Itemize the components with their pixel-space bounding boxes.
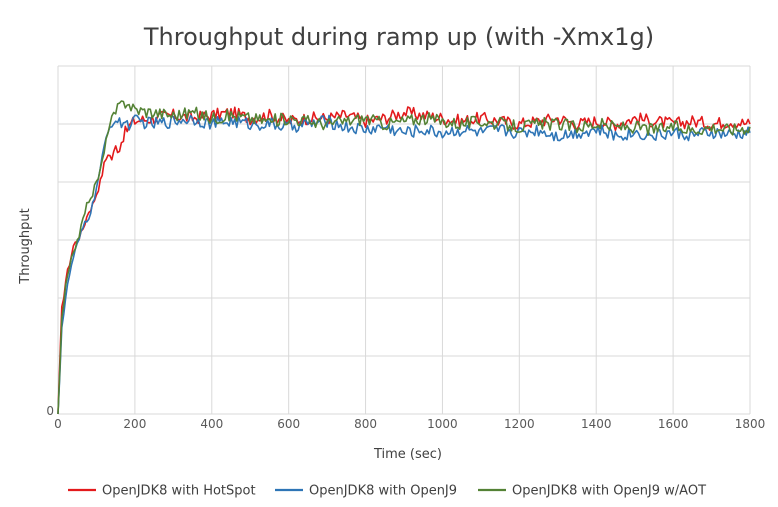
y-axis-title: Throughput <box>18 208 33 285</box>
x-tick-label: 200 <box>123 417 146 431</box>
y-tick-labels: 0 <box>46 404 54 418</box>
legend-label: OpenJDK8 with OpenJ9 w/AOT <box>512 484 706 499</box>
x-tick-label: 400 <box>200 417 223 431</box>
x-tick-label: 1800 <box>735 417 766 431</box>
legend: OpenJDK8 with HotSpot OpenJDK8 with OpenJ… <box>68 484 706 499</box>
x-tick-label: 1400 <box>581 417 612 431</box>
series-line-3 <box>57 100 751 415</box>
x-tick-label: 1600 <box>658 417 689 431</box>
x-tick-labels: 0 200 400 600 800 1000 1200 1400 1600 1800 <box>54 417 765 431</box>
chart-title: Throughput during ramp up (with -Xmx1g) <box>143 23 654 51</box>
x-tick-label: 800 <box>354 417 377 431</box>
x-tick-label: 600 <box>277 417 300 431</box>
y-tick-label: 0 <box>46 404 54 418</box>
x-tick-label: 1200 <box>504 417 535 431</box>
x-tick-label: 1000 <box>427 417 458 431</box>
legend-label: OpenJDK8 with HotSpot <box>102 484 256 499</box>
series-line-2 <box>57 114 751 415</box>
series-lines <box>57 100 751 415</box>
x-axis-title: Time (sec) <box>373 447 442 462</box>
series-line-1 <box>57 106 751 415</box>
x-tick-label: 0 <box>54 417 62 431</box>
legend-label: OpenJDK8 with OpenJ9 <box>309 484 457 499</box>
